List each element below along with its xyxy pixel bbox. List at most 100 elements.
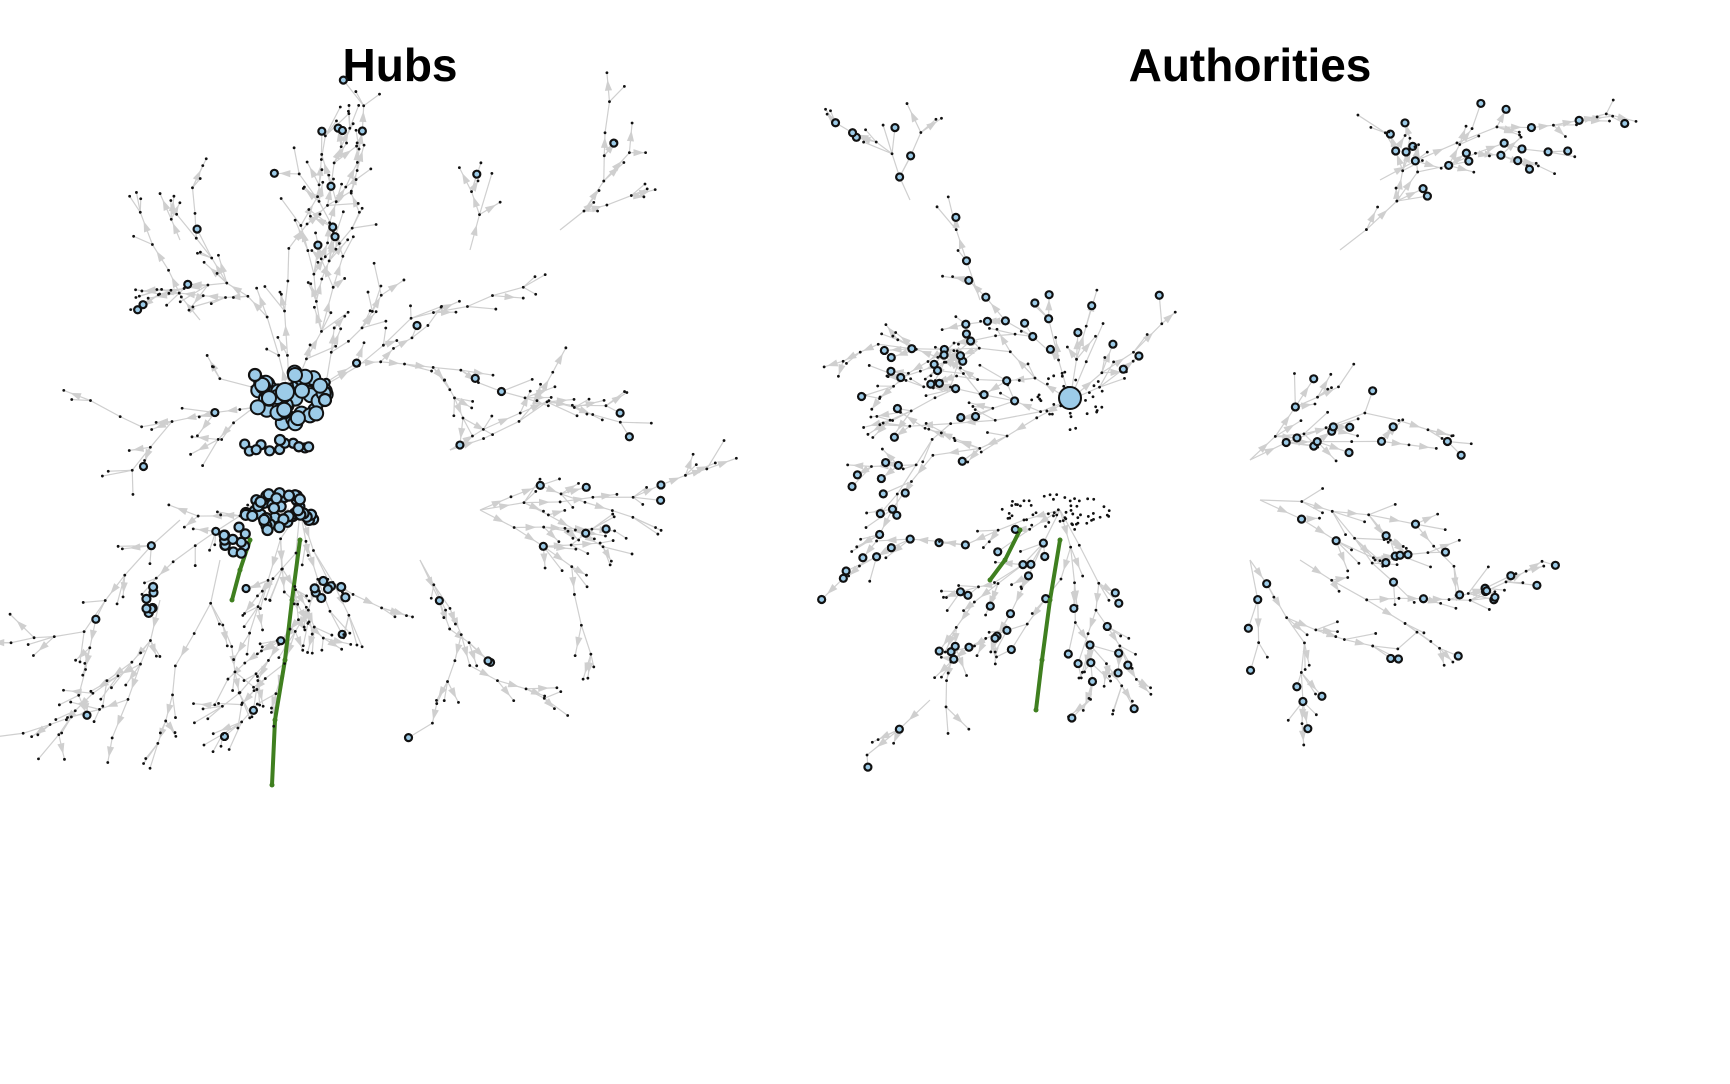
- graph-node-small: [82, 630, 86, 634]
- edge-arrow: [197, 442, 209, 451]
- graph-node-scored: [148, 581, 159, 593]
- graph-node-small: [348, 631, 352, 635]
- graph-node-scored: [890, 122, 900, 133]
- graph-node-small: [1336, 630, 1339, 634]
- graph-node-small: [320, 648, 324, 652]
- edge-arrow: [245, 600, 256, 612]
- graph-edge: [453, 397, 456, 416]
- graph-node-small: [1273, 434, 1277, 438]
- graph-node-small: [534, 292, 538, 296]
- graph-node-small: [1063, 370, 1067, 374]
- edge-arrow: [113, 666, 125, 676]
- graph-node-small: [446, 680, 449, 683]
- graph-node-small: [973, 644, 976, 648]
- edge-arrow: [521, 488, 533, 496]
- graph-edge: [483, 420, 520, 440]
- graph-node-small: [523, 396, 527, 400]
- edge-arrow: [1418, 442, 1430, 450]
- graph-edge: [218, 702, 242, 706]
- graph-node-scored: [990, 633, 1000, 643]
- graph-node-small: [954, 228, 958, 232]
- edge-arrow: [525, 523, 537, 531]
- graph-node-small: [1079, 513, 1082, 517]
- graph-node-small: [1440, 437, 1444, 440]
- edge-arrow: [315, 218, 327, 227]
- graph-node-small: [491, 294, 494, 297]
- graph-node-small: [880, 332, 884, 336]
- graph-edge: [93, 709, 101, 722]
- graph-node-small: [426, 324, 430, 327]
- graph-edge: [573, 594, 582, 626]
- graph-node-small: [1346, 576, 1350, 579]
- edge-arrow: [156, 251, 166, 263]
- path-node: [269, 782, 275, 788]
- edge-arrow: [455, 643, 463, 655]
- edge-arrow: [332, 148, 341, 160]
- graph-edge: [110, 661, 133, 689]
- graph-node-scored: [601, 524, 611, 534]
- graph-node-small: [924, 394, 928, 397]
- graph-node-small: [1123, 377, 1126, 380]
- graph-node-scored: [1550, 560, 1560, 570]
- graph-edge: [1098, 582, 1110, 601]
- graph-node-small: [602, 154, 606, 158]
- graph-node-small: [312, 272, 316, 276]
- edge-arrow: [887, 373, 899, 381]
- graph-node-scored: [1345, 422, 1355, 432]
- graph-edge: [179, 284, 209, 303]
- graph-edge: [1354, 537, 1385, 541]
- graph-edge: [55, 710, 76, 721]
- graph-edge: [243, 606, 259, 627]
- edge-arrow: [1063, 559, 1071, 571]
- graph-node-small: [1086, 632, 1090, 636]
- graph-node-small: [92, 720, 96, 723]
- graph-edge: [207, 282, 227, 286]
- graph-node-small: [219, 513, 223, 517]
- graph-edge: [878, 343, 912, 350]
- edge-arrow: [989, 317, 1001, 325]
- edge-arrow: [879, 731, 891, 739]
- graph-node-scored: [248, 705, 259, 715]
- edge-arrow: [642, 488, 654, 496]
- graph-edge: [548, 400, 575, 409]
- graph-node-small: [220, 704, 224, 708]
- graph-node-small: [347, 104, 351, 107]
- edge-arrow: [1102, 670, 1110, 683]
- graph-edge: [1067, 622, 1076, 655]
- graph-edge: [1258, 642, 1268, 658]
- authorities-network-graph: [817, 98, 1638, 772]
- edge-arrow: [963, 600, 975, 611]
- graph-node-small: [1131, 359, 1135, 363]
- graph-node-scored: [951, 212, 961, 222]
- graph-node-small: [482, 437, 485, 440]
- graph-edge: [171, 665, 176, 695]
- graph-edge: [100, 675, 119, 700]
- graph-node-small: [649, 421, 653, 425]
- graph-node-small: [557, 540, 561, 544]
- graph-node-small: [201, 164, 205, 167]
- edge-arrow: [1381, 607, 1393, 616]
- edge-arrow: [1032, 606, 1042, 618]
- graph-node-small: [1450, 434, 1454, 438]
- graph-node-small: [341, 254, 345, 258]
- graph-node-scored: [483, 656, 493, 666]
- graph-node-small: [643, 182, 647, 186]
- edge-arrow: [305, 190, 317, 201]
- graph-node-small: [312, 305, 316, 309]
- edge-arrow: [180, 645, 190, 657]
- edge-arrow: [462, 173, 471, 185]
- edge-arrow: [332, 636, 345, 644]
- graph-node-small: [140, 289, 144, 293]
- graph-node-small: [341, 210, 345, 214]
- graph-node-small: [611, 539, 615, 542]
- graph-edge: [1099, 368, 1124, 388]
- edge-arrow: [433, 368, 444, 379]
- edge-arrow: [38, 641, 49, 652]
- graph-node-small: [277, 353, 281, 357]
- edge-arrow: [1016, 590, 1024, 603]
- graph-node-small: [533, 275, 537, 279]
- graph-node-small: [374, 310, 378, 314]
- graph-node-small: [905, 102, 909, 105]
- edge-arrow: [362, 313, 371, 325]
- graph-node-small: [279, 197, 283, 200]
